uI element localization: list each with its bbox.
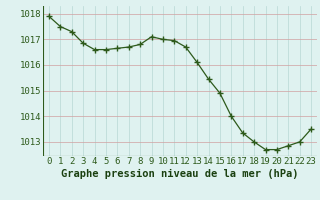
X-axis label: Graphe pression niveau de la mer (hPa): Graphe pression niveau de la mer (hPa) <box>61 169 299 179</box>
